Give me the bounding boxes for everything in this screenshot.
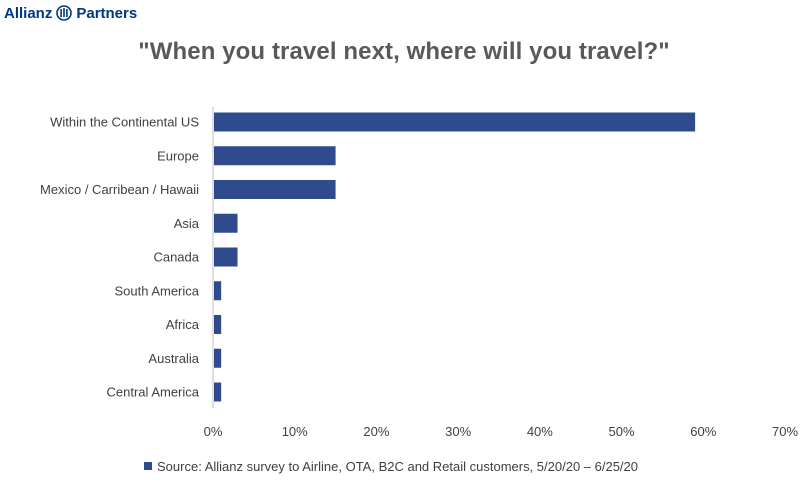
category-label: Central America (107, 385, 200, 400)
category-label: Asia (174, 216, 200, 231)
category-label: Mexico / Carribean / Hawaii (40, 182, 199, 197)
bar (214, 180, 336, 199)
x-tick-label: 40% (527, 424, 553, 439)
legend-label: Source: Allianz survey to Airline, OTA, … (157, 458, 639, 474)
bar (214, 247, 238, 267)
category-label: South America (114, 283, 199, 298)
x-tick-label: 50% (609, 424, 635, 439)
x-tick-label: 30% (445, 424, 471, 439)
category-label: Canada (153, 250, 199, 265)
category-label: Europe (157, 148, 199, 163)
bar (214, 213, 238, 233)
x-tick-label: 20% (363, 424, 389, 439)
x-tick-label: 10% (282, 424, 308, 439)
legend-swatch (144, 462, 152, 470)
category-label: Within the Continental US (50, 115, 199, 130)
allianz-eagle-icon (56, 5, 73, 21)
x-tick-label: 70% (772, 424, 798, 439)
x-tick-label: 0% (204, 424, 223, 439)
bar (214, 348, 222, 368)
chart-title: "When you travel next, where will you tr… (138, 38, 670, 65)
logo-text-partners: Partners (76, 4, 138, 22)
logo-text-allianz: Allianz (4, 4, 53, 22)
category-label: Africa (166, 317, 200, 332)
bar (214, 382, 222, 402)
allianz-partners-logo: Allianz Partners (4, 2, 137, 24)
bar (214, 315, 222, 334)
bar (214, 281, 222, 301)
bar (214, 112, 696, 132)
category-label: Australia (148, 351, 199, 366)
bar (214, 146, 336, 166)
x-tick-label: 60% (690, 424, 716, 439)
legend: Source: Allianz survey to Airline, OTA, … (144, 457, 638, 475)
